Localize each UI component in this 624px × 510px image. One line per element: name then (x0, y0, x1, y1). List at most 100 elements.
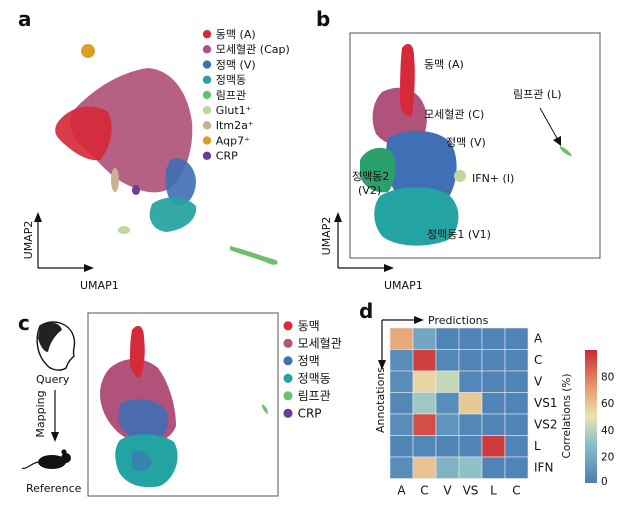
heatmap-row-label: VS2 (534, 418, 557, 432)
heatmap-cell (412, 370, 437, 393)
panel-c-frame (87, 312, 279, 497)
b-lymph-pointer-head (553, 136, 561, 146)
panel-c-legend-swatch (283, 408, 293, 418)
panel-b-x-arrowhead (384, 264, 394, 272)
panel-a-legend-label: Aqp7⁺ (216, 134, 250, 147)
c-lymph-cluster (262, 404, 268, 414)
panel-a-legend-label: Itm2a⁺ (216, 119, 254, 132)
panel-a-legend-swatch (202, 75, 212, 84)
heatmap-cell (504, 435, 529, 458)
panel-c-legend-label: 동맥 (298, 319, 320, 333)
heatmap-cell (458, 370, 483, 393)
colorbar-tick-label: 40 (601, 425, 614, 437)
panel-a-legend-swatch (202, 60, 212, 69)
colorbar-tick-label: 20 (601, 451, 614, 463)
heatmap-cell (435, 370, 460, 393)
heatmap-cell (435, 413, 460, 436)
panel-a-legend-swatch (202, 90, 212, 100)
panel-c-legend-label: CRP (298, 407, 322, 421)
heatmap-cell (504, 392, 529, 415)
b-sinus2-cluster (360, 147, 396, 193)
heatmap-row-label: L (534, 439, 541, 453)
panel-c-legend-label: 림프관 (298, 389, 331, 403)
b-vein-cluster (386, 130, 457, 204)
human-head-icon (36, 321, 76, 371)
panel-c-legend-label: 정맥 (298, 354, 320, 368)
heatmap-row-label: IFN (534, 461, 553, 475)
heatmap-cell (435, 392, 460, 415)
heatmap-cell (412, 327, 437, 350)
mapping-label: Mapping (34, 390, 47, 437)
annotations-arrowhead (378, 360, 386, 370)
artery-cluster (55, 106, 112, 161)
panel-d-letter: d (359, 299, 373, 323)
aqp7-cluster (81, 44, 95, 58)
heatmap-cell (412, 413, 437, 436)
query-label: Query (36, 373, 70, 386)
annotations-label: Annotations (374, 367, 387, 433)
b-lymph-cluster (560, 146, 572, 156)
b-label-sinus1: 정맥동1 (V1) (427, 228, 491, 241)
heatmap-col-label: A (397, 484, 406, 498)
panel-c-legend-swatch (283, 338, 293, 348)
heatmap-cell (458, 435, 483, 458)
panel-a-legend-label: 림프관 (216, 89, 246, 102)
b-label-capillary: 모세혈관 (C) (424, 107, 484, 121)
c-artery-cluster (130, 325, 145, 378)
b-label-vein: 정맥 (V) (446, 136, 486, 149)
panel-c-scatter (100, 325, 268, 488)
heatmap-cell (458, 392, 483, 415)
panel-c-legend-swatch (283, 391, 293, 401)
b-artery-cluster (400, 43, 415, 117)
panel-a-legend-label: 정맥 (V) (216, 58, 256, 71)
mapping-arrowhead (51, 432, 59, 442)
b-ifn-cluster (454, 170, 466, 182)
heatmap-cell (412, 456, 437, 479)
heatmap-cell (389, 456, 414, 479)
panel-a-legend-label: CRP (216, 150, 238, 163)
panel-a-legend-label: 동맥 (A) (216, 28, 256, 41)
panel-b-ylabel: UMAP2 (320, 217, 333, 256)
colorbar (585, 350, 597, 483)
panel-a-legend-swatch (202, 105, 212, 115)
predictions-label: Predictions (428, 314, 489, 327)
heatmap-cell (481, 349, 506, 372)
capillary-cluster (70, 68, 193, 193)
panel-b-y-arrowhead (334, 212, 342, 222)
heatmap-row-label: A (534, 332, 543, 346)
b-label-ifn: IFN+ (I) (472, 172, 514, 185)
heatmap-cell (481, 370, 506, 393)
heatmap-cell (412, 392, 437, 415)
heatmap-cell (435, 456, 460, 479)
panel-a-xlabel: UMAP1 (80, 279, 119, 292)
heatmap-col-label: V (443, 484, 452, 498)
panel-b-scatter (360, 43, 572, 246)
panel-c-legend-label: 모세혈관 (298, 337, 342, 351)
colorbar-tick-label: 60 (601, 398, 614, 410)
panel-a-y-arrowhead (34, 212, 42, 222)
panel-b-letter: b (316, 7, 330, 31)
b-lymph-pointer (539, 107, 559, 141)
heatmap-col-label: C (420, 484, 428, 498)
panel-b: b 동맥 (A) 모세혈관 (C) 림프관 (L) 정맥 (V) IFN+ (I… (316, 7, 601, 292)
colorbar-tick-label: 0 (601, 476, 608, 488)
panel-a-legend-swatch (202, 151, 212, 160)
panel-a-legend-label: Glut1⁺ (216, 104, 252, 117)
panel-a-x-arrowhead (84, 264, 94, 272)
heatmap-row-label: VS1 (534, 396, 557, 410)
panel-a-legend-swatch (202, 45, 212, 54)
heatmap-col-labels: A C V VS L C (397, 484, 520, 498)
heatmap (389, 327, 529, 479)
heatmap-cell (504, 413, 529, 436)
heatmap-cell (504, 370, 529, 393)
sinus-cluster (149, 197, 197, 232)
heatmap-cell (389, 413, 414, 436)
panel-c-legend-swatch (283, 356, 293, 366)
crp-cluster (132, 185, 140, 195)
panel-c-legend-label: 정맥동 (298, 372, 331, 386)
b-label-lymph: 림프관 (L) (513, 88, 562, 101)
panel-a-legend-swatch (202, 121, 212, 130)
panel-c-legend-swatch (283, 321, 293, 331)
panel-a-legend-label: 정맥동 (216, 74, 246, 87)
